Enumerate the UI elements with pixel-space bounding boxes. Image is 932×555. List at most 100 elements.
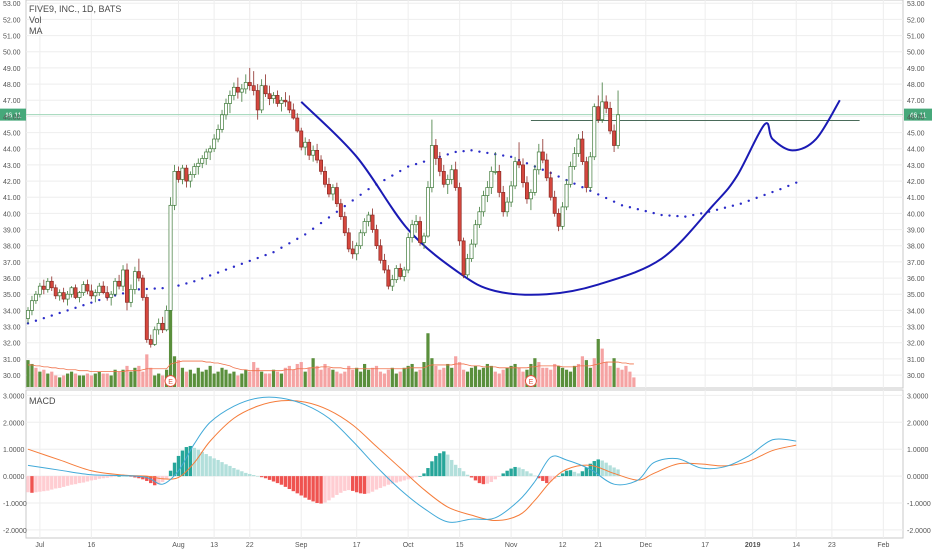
price-tag-left: 46.11 (5, 113, 22, 120)
volume-bar (553, 363, 557, 387)
macd-histogram-bar (54, 476, 58, 489)
macd-histogram-bar (418, 476, 422, 477)
volume-bar (465, 371, 470, 387)
volume-bar (232, 371, 236, 387)
macd-tick-label-left: -2.0000 (3, 528, 27, 535)
volume-bar (517, 367, 521, 387)
candle-body (398, 268, 403, 277)
ma-dot (193, 280, 196, 283)
candle-body (243, 82, 248, 90)
macd-histogram-bar (580, 471, 585, 477)
macd-legend: MACD (29, 396, 56, 407)
macd-histogram-bar (382, 476, 387, 487)
candle-body (505, 201, 510, 213)
macd-title: MACD (29, 396, 56, 406)
price-tick-label-left: 53.00 (3, 1, 21, 8)
candle-body (441, 171, 446, 185)
candle-body (33, 293, 38, 302)
ma-dot (700, 212, 703, 215)
candle-body (338, 203, 343, 217)
candle-body (497, 171, 502, 193)
price-tick-label-right: 50.00 (907, 50, 925, 57)
candle-body (493, 171, 498, 173)
ma-dot (771, 190, 774, 194)
candle-body (608, 107, 613, 132)
price-tick-label-left: 49.00 (3, 66, 21, 73)
macd-histogram-bar (358, 476, 363, 494)
volume-bar (489, 365, 493, 387)
candle-body (414, 221, 419, 226)
ma-dot (739, 202, 742, 205)
candle-body (406, 237, 411, 271)
macd-histogram-bar (362, 476, 367, 494)
ma-dot (486, 151, 489, 155)
candle-body (477, 211, 482, 226)
price-tick-label-right: 44.00 (907, 147, 925, 154)
macd-histogram-bar (303, 476, 307, 498)
macd-histogram-bar (438, 453, 442, 477)
volume-bar (469, 367, 474, 387)
candle-body (283, 99, 288, 103)
ma-dot (454, 150, 457, 154)
price-tick-label-left: 33.00 (3, 325, 21, 332)
candle-body (57, 292, 62, 297)
macd-histogram-bar (354, 476, 359, 493)
macd-histogram-bar (125, 476, 129, 477)
candle-body (275, 95, 280, 104)
volume-bar (196, 367, 200, 387)
volume-bar (101, 373, 105, 387)
candle-body (536, 151, 541, 171)
candle-body (572, 153, 577, 167)
macd-histogram-bar (414, 476, 418, 478)
candle-body (303, 141, 308, 148)
ma-dot (264, 253, 267, 257)
macd-histogram-bar (101, 476, 105, 479)
ma-dot (185, 282, 188, 285)
macd-histogram-bar (386, 476, 391, 485)
volume-bar (319, 369, 323, 387)
macd-histogram-bar (604, 462, 608, 477)
volume-bar (149, 367, 153, 387)
volume-bar (287, 365, 291, 387)
macd-histogram-bar (200, 451, 204, 477)
macd-histogram-bar (410, 476, 414, 479)
volume-bar (568, 371, 573, 387)
time-tick-label: 12 (559, 542, 567, 549)
volume-bar (335, 371, 339, 387)
ma-dot (137, 288, 141, 291)
macd-histogram-bar (509, 468, 513, 477)
ma-dot (795, 181, 798, 184)
candle-body (453, 169, 458, 188)
candle-body (73, 287, 78, 298)
price-tag-right-bg (904, 108, 932, 121)
volume-bar (125, 365, 129, 387)
candle-body (156, 322, 161, 331)
macd-tick-label-right: -1.0000 (907, 501, 931, 508)
earnings-marker-label: E (529, 379, 534, 386)
volume-bar (303, 371, 307, 387)
volume-bar (73, 373, 78, 387)
candle-body (426, 187, 430, 237)
price-tick-label-right: 49.00 (907, 66, 925, 73)
macd-histogram-bar (568, 470, 573, 477)
macd-histogram-bar (533, 475, 537, 477)
ma-dot (391, 174, 394, 177)
macd-histogram-bar (493, 476, 497, 480)
volume-bar (592, 358, 596, 387)
volume-bar (157, 373, 161, 387)
ma-dot (755, 196, 758, 200)
candle-body (231, 86, 236, 96)
volume-bar (521, 371, 525, 387)
macd-histogram-bar (153, 476, 157, 486)
price-tick-label-left: 37.00 (3, 260, 21, 267)
ma-dot (668, 214, 671, 217)
candle-body (251, 85, 256, 91)
ma-dot (509, 155, 513, 159)
volume-bar (145, 354, 149, 387)
ma-dot (692, 213, 695, 217)
candle-body (208, 148, 213, 153)
volume-bar (378, 371, 383, 387)
volume-bar (402, 367, 406, 387)
ma-dot (731, 204, 735, 207)
